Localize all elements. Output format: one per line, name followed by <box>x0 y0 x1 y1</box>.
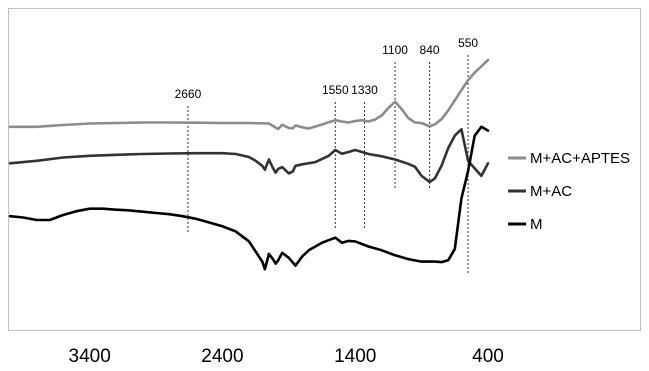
annotation-label-2660: 2660 <box>175 87 202 101</box>
series-lines <box>8 58 490 271</box>
legend-label: M+AC <box>530 183 572 200</box>
annotation-label-1100: 1100 <box>382 43 408 57</box>
series-line-m <box>8 125 490 271</box>
series-line-m-ac-aptes <box>8 58 490 131</box>
annotation-label-1330: 1330 <box>351 83 378 97</box>
annotation-label-1550: 1550 <box>322 83 349 97</box>
x-tick-label: 2400 <box>201 346 243 366</box>
annotation-label-840: 840 <box>420 43 440 57</box>
legend-label: M+AC+APTES <box>530 150 630 167</box>
x-tick-label: 3400 <box>69 346 111 366</box>
x-tick-label: 1400 <box>334 346 376 366</box>
series-line-m-ac <box>8 128 490 184</box>
x-axis-ticks: 3400 2400 1400 400 <box>69 346 504 367</box>
plot-frame <box>8 8 641 331</box>
legend-label: M <box>530 216 543 233</box>
x-tick-label: 400 <box>472 346 504 366</box>
annotation-labels: 2660 1550 1330 1100 840 550 <box>175 36 479 101</box>
annotation-label-550: 550 <box>458 36 478 50</box>
legend: M+AC+APTES M+AC M <box>508 150 630 233</box>
